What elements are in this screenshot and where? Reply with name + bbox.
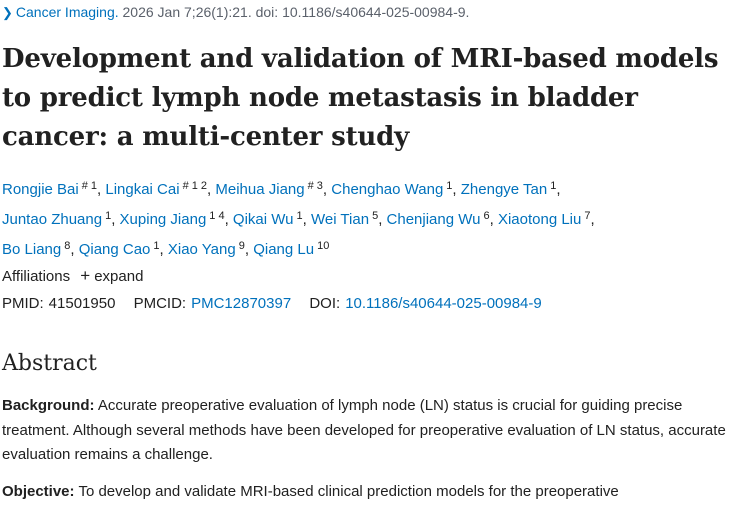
author-link[interactable]: Meihua Jiang <box>215 181 305 198</box>
pmcid-group: PMCID: PMC12870397 <box>134 295 292 312</box>
pmid-group: PMID: 41501950 <box>2 295 115 312</box>
citation-details: 2026 Jan 7;26(1):21. doi: 10.1186/s40644… <box>122 4 470 20</box>
author-affil-sup[interactable]: 1 <box>446 180 453 192</box>
author-link[interactable]: Xiaotong Liu <box>497 211 582 228</box>
author-link[interactable]: Chenjiang Wu <box>386 211 481 228</box>
expand-label: expand <box>94 268 144 285</box>
doi-group: DOI: 10.1186/s40644-025-00984-9 <box>309 295 541 312</box>
affiliations-label: Affiliations <box>2 268 71 285</box>
author-link[interactable]: Lingkai Cai <box>105 181 180 198</box>
abstract-background: Background: Accurate preoperative evalua… <box>2 394 742 468</box>
author-link[interactable]: Bo Liang <box>2 241 62 258</box>
author-item: Rongjie Bai # 1, <box>2 180 106 198</box>
pmcid-label: PMCID: <box>133 295 187 312</box>
author-affil-sup[interactable]: 8 <box>64 240 71 252</box>
author-affil-sup[interactable]: # 1 2 <box>182 180 208 192</box>
journal-link[interactable]: Cancer Imaging. <box>15 4 119 20</box>
expand-affiliations-button[interactable]: + expand <box>80 266 144 285</box>
author-affil-sup[interactable]: 7 <box>584 210 591 222</box>
author-affil-sup[interactable]: # 1 <box>81 180 98 192</box>
affiliations-row: Affiliations + expand <box>2 266 143 286</box>
author-link[interactable]: Chenghao Wang <box>331 181 444 198</box>
plus-icon: + <box>80 266 91 285</box>
identifiers-row: PMID: 41501950 PMCID: PMC12870397 DOI: 10.1… <box>2 295 542 312</box>
author-affil-sup[interactable]: 1 <box>105 210 112 222</box>
author-affil-sup[interactable]: 1 4 <box>209 210 225 222</box>
background-label: Background: <box>2 397 95 414</box>
author-item: Xiaotong Liu 7, <box>497 210 595 228</box>
objective-text: To develop and validate MRI-based clinic… <box>78 483 619 500</box>
author-affil-sup[interactable]: 1 <box>296 210 303 222</box>
author-item: Chenjiang Wu 6, <box>386 210 498 228</box>
author-item: Qiang Cao 1, <box>78 240 168 258</box>
author-item: Zhengye Tan 1, <box>460 180 561 198</box>
author-link[interactable]: Wei Tian <box>310 211 370 228</box>
author-affil-sup[interactable]: 6 <box>483 210 490 222</box>
author-affil-sup[interactable]: # 3 <box>307 180 323 192</box>
author-link[interactable]: Xiao Yang <box>167 241 236 258</box>
author-affil-sup[interactable]: 10 <box>317 240 330 252</box>
author-link[interactable]: Xuping Jiang <box>119 211 207 228</box>
author-affil-sup[interactable]: 9 <box>238 240 245 252</box>
abstract-objective: Objective: To develop and validate MRI-b… <box>2 480 742 505</box>
pmid-label: PMID: <box>2 295 44 312</box>
author-item: Xuping Jiang 1 4, <box>119 210 233 228</box>
author-item: Meihua Jiang # 3, <box>215 180 332 198</box>
author-affil-sup[interactable]: 1 <box>550 180 557 192</box>
author-item: Juntao Zhuang 1, <box>2 210 120 228</box>
author-item: Wei Tian 5, <box>310 210 387 228</box>
citation-line: ❯ Cancer Imaging. 2026 Jan 7;26(1):21. do… <box>2 4 469 21</box>
pmid-value: 41501950 <box>48 295 116 312</box>
article-title: Development and validation of MRI-based … <box>2 44 719 152</box>
author-link[interactable]: Juntao Zhuang <box>2 211 103 228</box>
pmcid-link[interactable]: PMC12870397 <box>191 295 292 312</box>
objective-label: Objective: <box>2 483 75 500</box>
author-link[interactable]: Qiang Lu <box>253 241 315 258</box>
chevron-right-icon[interactable]: ❯ <box>2 5 13 20</box>
author-link[interactable]: Rongjie Bai <box>2 181 79 198</box>
abstract-heading: Abstract <box>2 351 97 376</box>
author-link[interactable]: Zhengye Tan <box>460 181 548 198</box>
author-link[interactable]: Qiang Cao <box>78 241 151 258</box>
author-link[interactable]: Qikai Wu <box>232 211 294 228</box>
authors-list: Rongjie Bai # 1, Lingkai Cai # 1 2, Meihua… <box>2 173 742 263</box>
author-item: Qiang Lu 10 <box>253 240 330 258</box>
author-item: Lingkai Cai # 1 2, <box>105 180 216 198</box>
doi-label: DOI: <box>309 295 341 312</box>
author-affil-sup[interactable]: 1 <box>153 240 160 252</box>
author-item: Chenghao Wang 1, <box>331 180 461 198</box>
author-item: Qikai Wu 1, <box>232 210 311 228</box>
author-affil-sup[interactable]: 5 <box>372 210 379 222</box>
doi-link[interactable]: 10.1186/s40644-025-00984-9 <box>345 295 542 312</box>
author-item: Bo Liang 8, <box>2 240 79 258</box>
author-item: Xiao Yang 9, <box>167 240 254 258</box>
background-text: Accurate preoperative evaluation of lymp… <box>2 397 726 463</box>
